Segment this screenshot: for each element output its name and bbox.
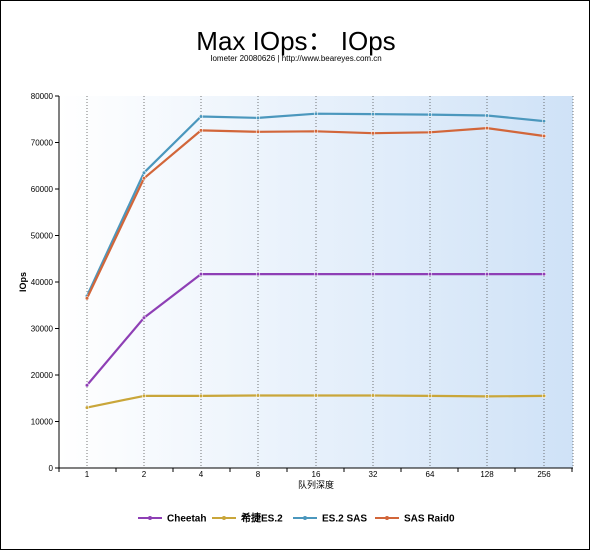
x-tick-label-128: 128 <box>480 470 494 479</box>
y-tick-label-70000: 70000 <box>31 139 54 148</box>
series-point--es-2-64 <box>427 393 433 399</box>
series-layer <box>84 111 547 410</box>
y-tick-label-20000: 20000 <box>31 371 54 380</box>
series-point-cheetah-2 <box>141 315 147 320</box>
series-point-es-2-sas-128 <box>484 113 490 118</box>
series-point-cheetah-256 <box>541 272 547 277</box>
series-point--es-2-128 <box>484 394 490 399</box>
x-tick-label-1: 1 <box>85 470 90 479</box>
series-point-cheetah-8 <box>255 272 261 277</box>
x-tick-label-256: 256 <box>537 470 551 479</box>
series-point-sas-raid0-1 <box>84 296 90 301</box>
series-point-cheetah-64 <box>427 272 433 277</box>
legend-marker--es-2 <box>222 516 226 520</box>
series-point--es-2-256 <box>541 393 547 399</box>
legend-marker-sas-raid0 <box>385 516 389 520</box>
chart-subtitle: Iometer 20080626 | http://www.beareyes.c… <box>210 54 382 63</box>
series-point-sas-raid0-128 <box>484 125 490 131</box>
y-tick-label-10000: 10000 <box>31 418 54 427</box>
axis-layer: 0 10000 20000 30000 40000 50000 60000 70000 8000… <box>31 92 573 479</box>
x-tick-label-16: 16 <box>312 470 321 479</box>
x-axis-label: 队列深度 <box>298 479 334 490</box>
series-point-es-2-sas-2 <box>141 170 147 175</box>
series-point--es-2-2 <box>141 393 147 399</box>
series-point-es-2-sas-64 <box>427 112 433 117</box>
series-point-es-2-sas-8 <box>255 115 261 120</box>
series-point--es-2-1 <box>84 405 90 410</box>
series-point-sas-raid0-4 <box>198 128 204 133</box>
series-point-cheetah-1 <box>84 383 90 388</box>
x-tick-label-8: 8 <box>256 470 261 479</box>
legend: Cheetah 希捷ES.2 ES.2 SAS SAS Raid0 <box>138 512 455 525</box>
legend-label-sas-raid0: SAS Raid0 <box>404 514 455 525</box>
series-point-sas-raid0-2 <box>141 176 147 181</box>
x-tick-label-64: 64 <box>426 470 435 479</box>
series-point-sas-raid0-256 <box>541 133 547 139</box>
y-tick-label-80000: 80000 <box>31 92 54 101</box>
legend-marker-cheetah <box>148 516 152 520</box>
y-tick-label-30000: 30000 <box>31 325 54 334</box>
y-tick-label-40000: 40000 <box>31 278 54 287</box>
legend-label-cheetah: Cheetah <box>167 514 206 525</box>
series-point--es-2-16 <box>313 393 319 398</box>
series-point-sas-raid0-64 <box>427 130 433 135</box>
x-tick-label-2: 2 <box>142 470 147 479</box>
series-point-cheetah-128 <box>484 272 490 277</box>
series-point-sas-raid0-8 <box>255 129 261 134</box>
series-point-cheetah-4 <box>198 272 204 277</box>
series-point-es-2-sas-4 <box>198 114 204 119</box>
legend-marker-es-2-sas <box>303 516 307 520</box>
series-point-sas-raid0-32 <box>370 131 376 136</box>
series-point-cheetah-16 <box>313 272 319 277</box>
y-tick-label-50000: 50000 <box>31 232 54 241</box>
series-point-cheetah-32 <box>370 272 376 277</box>
x-tick-label-4: 4 <box>199 470 204 479</box>
series-point--es-2-32 <box>370 393 376 398</box>
y-axis-label: IOps <box>18 272 28 292</box>
series-point-sas-raid0-16 <box>313 129 319 134</box>
y-tick-label-0: 0 <box>49 464 54 473</box>
series-point--es-2-4 <box>198 393 204 399</box>
series-point-es-2-sas-16 <box>313 111 319 116</box>
series-point-es-2-sas-256 <box>541 118 547 124</box>
legend-label-es-2-sas: ES.2 SAS <box>322 514 367 525</box>
grid-layer <box>86 96 574 468</box>
series-point-es-2-sas-32 <box>370 111 376 117</box>
x-tick-label-32: 32 <box>369 470 378 479</box>
series-point--es-2-8 <box>255 393 261 398</box>
chart-title: Max IOps： IOps <box>196 26 395 56</box>
legend-label--es-2: 希捷ES.2 <box>240 512 283 525</box>
y-tick-label-60000: 60000 <box>31 185 54 194</box>
